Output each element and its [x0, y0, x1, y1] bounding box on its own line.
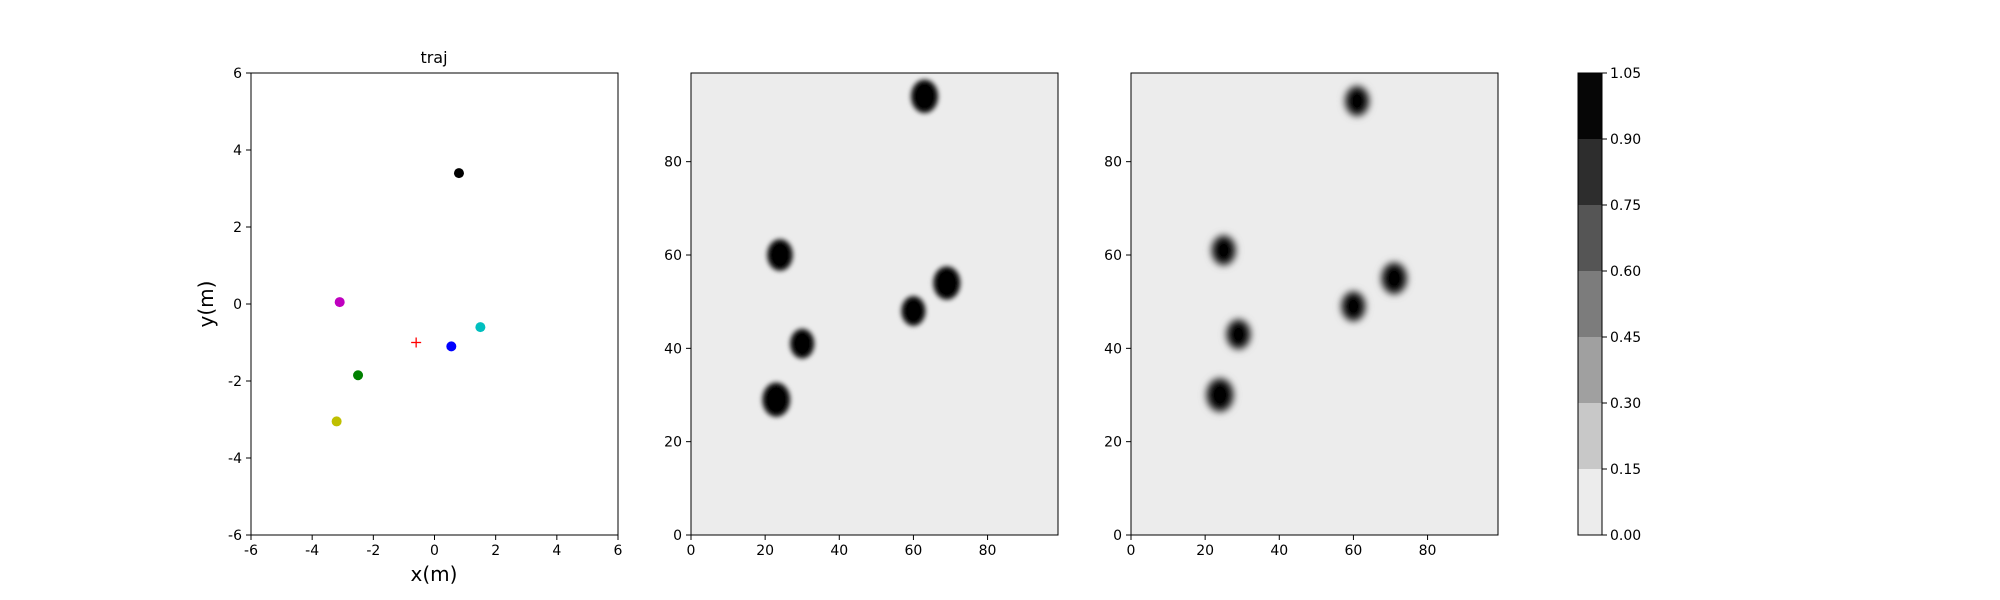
heatmap-blob	[930, 264, 963, 302]
colorbar-tick-label: 0.15	[1610, 462, 1641, 478]
colorbar-level	[1578, 205, 1602, 271]
y-tick-label: 60	[664, 248, 682, 264]
colorbar-tick-label: 0.60	[1610, 264, 1641, 280]
traj-points	[331, 168, 486, 427]
heatmap-2-background	[1131, 73, 1498, 535]
y-tick-label: -4	[228, 451, 242, 467]
y-tick-label: 2	[233, 220, 242, 236]
x-tick-label: 0	[1127, 543, 1136, 559]
x-tick-label: 40	[830, 543, 848, 559]
y-tick-label: -6	[228, 528, 242, 544]
colorbar-tick-label: 0.75	[1610, 198, 1641, 214]
heatmap-blob	[1209, 233, 1239, 268]
heatmap-1-y-axis: 0 20 40 60 80	[664, 155, 691, 544]
traj-plot-frame	[250, 72, 619, 536]
x-tick-label: 0	[430, 543, 439, 559]
traj-y-axis-label: y(m)	[194, 281, 218, 328]
heatmap-blob	[760, 380, 793, 420]
colorbar-level	[1578, 139, 1602, 205]
colorbar-level	[1578, 271, 1602, 337]
heatmap-1-blobs	[760, 77, 963, 420]
scatter-point	[475, 322, 486, 333]
heatmap-2-x-axis: 0 20 40 60 80	[1127, 535, 1437, 559]
scatter-point	[453, 168, 464, 179]
y-tick-label: 80	[664, 155, 682, 171]
colorbar-tick-label: 0.90	[1610, 132, 1641, 148]
colorbar-tick-label: 1.05	[1610, 66, 1641, 82]
traj-plot-title: traj	[420, 48, 447, 67]
y-tick-label: 20	[1104, 435, 1122, 451]
y-tick-label: 80	[1104, 155, 1122, 171]
traj-x-axis-label: x(m)	[411, 562, 458, 586]
heatmap-blob	[1379, 260, 1410, 297]
x-tick-label: 4	[552, 543, 561, 559]
heatmap-blob	[1204, 376, 1236, 414]
x-tick-label: 20	[1196, 543, 1214, 559]
x-tick-label: 6	[614, 543, 623, 559]
colorbar: 0.00 0.15 0.30 0.45 0.60 0.75 0.90 1.05	[1577, 66, 1641, 544]
y-tick-label: 0	[233, 297, 242, 313]
x-tick-label: 2	[491, 543, 500, 559]
y-tick-label: -2	[228, 374, 242, 390]
colorbar-ticks: 0.00 0.15 0.30 0.45 0.60 0.75 0.90 1.05	[1602, 66, 1641, 544]
colorbar-level	[1578, 469, 1602, 535]
y-tick-label: 0	[673, 528, 682, 544]
heatmap-blob	[908, 77, 941, 116]
y-tick-label: 20	[664, 435, 682, 451]
x-tick-label: 60	[905, 543, 923, 559]
scatter-point	[334, 297, 345, 308]
colorbar-level	[1578, 403, 1602, 469]
colorbar-tick-label: 0.30	[1610, 396, 1641, 412]
x-tick-label: 0	[687, 543, 696, 559]
scatter-point	[331, 416, 342, 427]
heatmap-1-x-axis: 0 20 40 60 80	[687, 535, 997, 559]
x-tick-label: 40	[1270, 543, 1288, 559]
heatmap-blob	[787, 326, 817, 361]
colorbar-level	[1578, 73, 1602, 139]
scatter-point	[353, 370, 364, 381]
colorbar-tick-label: 0.00	[1610, 528, 1641, 544]
heatmap-blob	[764, 237, 796, 273]
heatmap-blob	[1339, 289, 1368, 324]
heatmap-plot-1: 0 20 40 60 80 0 20 40 60 80	[664, 72, 1059, 559]
traj-plot: traj -6 -4 -2 0 2 4 6 -6 -4 -2 0 2 4 6 x(m) y(m)	[194, 48, 623, 586]
y-tick-label: 40	[1104, 341, 1122, 357]
colorbar-levels	[1578, 73, 1602, 535]
colorbar-level	[1578, 337, 1602, 403]
heatmap-plot-2: 0 20 40 60 80 0 20 40 60 80	[1104, 72, 1499, 559]
heatmap-1-frame	[690, 72, 1059, 536]
scatter-point	[446, 341, 457, 352]
colorbar-tick-label: 0.45	[1610, 330, 1641, 346]
colorbar-frame	[1577, 72, 1603, 536]
x-tick-label: -4	[305, 543, 319, 559]
x-tick-label: -6	[244, 543, 258, 559]
heatmap-blob	[1224, 317, 1253, 352]
traj-x-axis: -6 -4 -2 0 2 4 6	[244, 535, 623, 559]
y-tick-label: 60	[1104, 248, 1122, 264]
traj-y-axis: -6 -4 -2 0 2 4 6	[228, 66, 251, 544]
heatmap-blob	[899, 293, 928, 329]
heatmap-blob	[1342, 83, 1372, 119]
y-tick-label: 40	[664, 341, 682, 357]
y-tick-label: 0	[1113, 528, 1122, 544]
heatmap-2-frame	[1130, 72, 1499, 536]
y-tick-label: 4	[233, 143, 242, 159]
x-tick-label: 80	[979, 543, 997, 559]
x-tick-label: 60	[1345, 543, 1363, 559]
heatmap-1-background	[691, 73, 1058, 535]
y-tick-label: 6	[233, 66, 242, 82]
x-tick-label: -2	[366, 543, 380, 559]
heatmap-2-blobs	[1204, 83, 1410, 414]
x-tick-label: 80	[1419, 543, 1437, 559]
x-tick-label: 20	[756, 543, 774, 559]
goal-plus-marker	[411, 337, 422, 348]
heatmap-2-y-axis: 0 20 40 60 80	[1104, 155, 1131, 544]
